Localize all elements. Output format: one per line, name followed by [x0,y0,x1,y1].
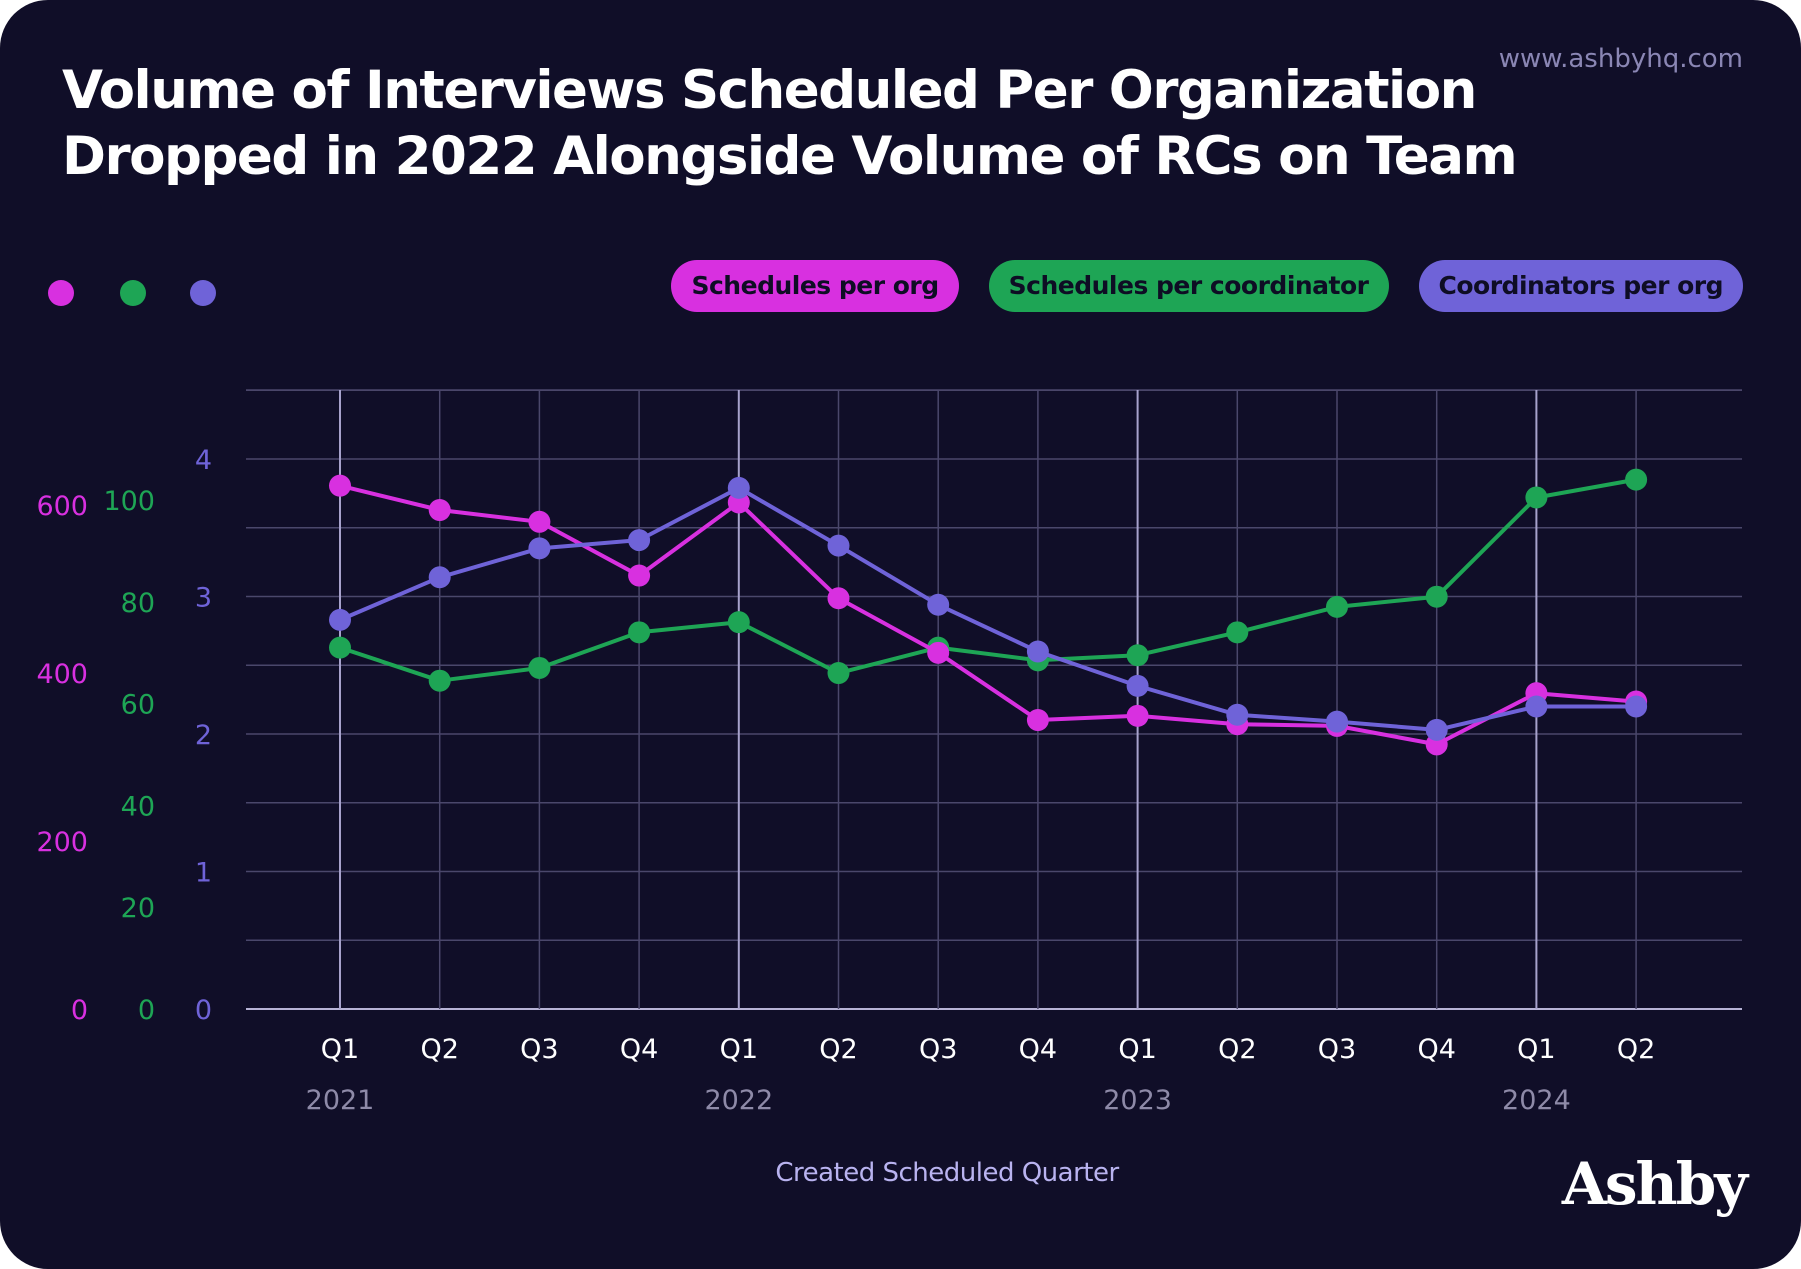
x-tick-label: Q2 [1617,1034,1655,1065]
data-point-schedules-per-org [1026,709,1049,732]
data-point-schedules-per-org [927,641,950,664]
data-point-schedules-per-coordinator [1226,621,1249,644]
series-line-schedules-per-org [339,483,1637,747]
magenta-dot-icon [48,280,74,306]
data-point-coordinators-per-org [1625,695,1648,718]
website-watermark: www.ashbyhq.com [1498,44,1743,74]
data-point-coordinators-per-org [727,476,750,499]
series-line-coordinators-per-org [339,485,1637,732]
series-line-schedules-per-coordinator [339,477,1637,683]
data-point-coordinators-per-org [628,529,651,552]
legend-schedules-per-coordinator: Schedules per coordinator [988,260,1389,312]
x-year-label: 2022 [704,1085,773,1116]
chart-title-line-1: Volume of Interviews Scheduled Per Organ… [62,60,1477,121]
x-tick-label: Q3 [1318,1034,1356,1065]
data-point-coordinators-per-org [1126,674,1149,697]
y-tick-label-left: 0 [71,995,88,1026]
data-point-coordinators-per-org [1525,695,1548,718]
x-tick-label: Q1 [1118,1034,1156,1065]
legend-coordinators-per-org: Coordinators per org [1418,260,1743,312]
x-year-label: 2021 [306,1085,375,1116]
data-point-schedules-per-org [827,587,850,610]
data-point-coordinators-per-org [1425,718,1448,741]
data-point-schedules-per-org [528,510,551,533]
x-tick-label: Q2 [420,1034,458,1065]
data-point-schedules-per-org [1126,704,1149,727]
data-point-schedules-per-coordinator [1425,585,1448,608]
x-axis-title: Created Scheduled Quarter [775,1158,1119,1188]
data-point-coordinators-per-org [428,566,451,589]
x-tick-label: Q3 [520,1034,558,1065]
data-point-schedules-per-coordinator [628,621,651,644]
data-point-coordinators-per-org [827,534,850,557]
y-tick-label-middle: 20 [121,893,155,924]
data-point-coordinators-per-org [528,537,551,560]
legend-schedules-per-org: Schedules per org [671,260,959,312]
x-tick-label: Q4 [1417,1034,1455,1065]
data-point-schedules-per-coordinator [1625,468,1648,491]
x-tick-label: Q4 [1019,1034,1057,1065]
data-point-schedules-per-coordinator [1126,644,1149,667]
data-point-coordinators-per-org [329,608,351,631]
y-tick-label-left: 200 [36,827,88,858]
x-tick-label: Q1 [321,1034,359,1065]
data-point-schedules-per-coordinator [428,669,451,692]
y-tick-label-middle: 80 [121,588,155,619]
y-tick-label-middle: 0 [138,995,155,1026]
x-tick-label: Q1 [1517,1034,1555,1065]
y-tick-label-middle: 40 [121,791,155,822]
y-tick-label-right: 2 [195,720,212,751]
data-point-schedules-per-org [329,474,351,497]
data-point-schedules-per-coordinator [827,662,850,685]
data-point-schedules-per-coordinator [1326,595,1348,618]
y-tick-label-right: 3 [195,583,212,614]
x-tick-label: Q1 [720,1034,758,1065]
data-point-coordinators-per-org [927,593,950,616]
y-tick-label-middle: 60 [121,690,155,721]
data-point-coordinators-per-org [1326,710,1348,733]
x-year-label: 2023 [1103,1085,1172,1116]
data-point-schedules-per-coordinator [329,636,351,659]
x-tick-label: Q2 [819,1034,857,1065]
y-tick-label-left: 600 [36,491,88,522]
data-point-schedules-per-coordinator [727,611,750,634]
ashby-logo: Ashby [1561,1150,1748,1218]
legend: Schedules per org Schedules per coordina… [671,260,1743,312]
y-tick-label-right: 4 [195,445,212,476]
x-tick-label: Q4 [620,1034,658,1065]
data-point-coordinators-per-org [1026,640,1049,663]
x-tick-label: Q3 [919,1034,957,1065]
y-tick-label-left: 400 [36,659,88,690]
data-point-schedules-per-coordinator [1525,486,1548,509]
y-tick-label-middle: 100 [103,486,155,517]
data-point-schedules-per-coordinator [528,656,551,679]
y-tick-label-right: 1 [195,858,212,889]
y-tick-label-right: 0 [195,995,212,1026]
data-point-schedules-per-org [628,564,651,587]
purple-dot-icon [190,280,216,306]
data-point-coordinators-per-org [1226,703,1249,726]
chart-title-line-2: Dropped in 2022 Alongside Volume of RCs … [62,126,1518,187]
data-point-schedules-per-org [428,499,451,522]
chart-title: Volume of Interviews Scheduled Per Organ… [62,58,1518,190]
x-tick-label: Q2 [1218,1034,1256,1065]
x-year-label: 2024 [1502,1085,1571,1116]
green-dot-icon [120,280,146,306]
